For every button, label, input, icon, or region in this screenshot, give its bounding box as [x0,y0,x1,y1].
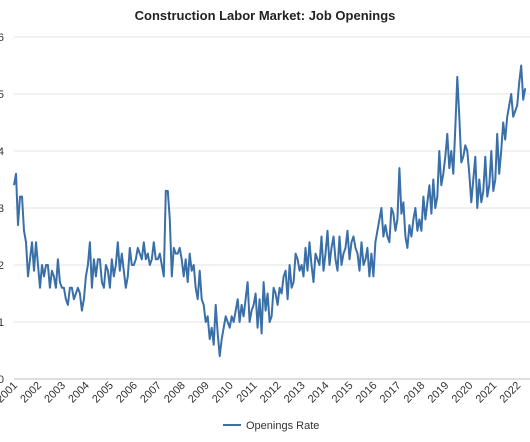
y-tick-label: 3 [0,203,4,215]
y-tick-label: 0 [0,374,4,386]
x-tick-label: 2007 [138,380,164,406]
x-tick-label: 2016 [354,380,380,406]
x-tick-label: 2008 [162,380,188,406]
x-tick-label: 2003 [42,380,68,406]
y-tick-label: 5 [0,89,4,101]
x-tick-label: 2014 [306,380,332,406]
x-tick-label: 2010 [210,380,236,406]
y-tick-label: 4 [0,146,4,158]
x-tick-label: 2002 [18,380,44,406]
legend-label: Openings Rate [246,420,319,432]
x-tick-label: 2006 [114,380,140,406]
y-tick-label: 2 [0,260,4,272]
x-tick-label: 2005 [90,380,116,406]
gridlines [14,36,530,380]
x-tick-label: 2019 [426,380,452,406]
x-tick-label: 2020 [450,380,476,406]
x-tick-label: 2015 [330,380,356,406]
legend: Openings Rate [223,420,319,432]
y-tick-label: 1 [0,317,4,329]
x-tick-label: 2017 [378,380,404,406]
x-axis: 2001200220032004200520062007200820092010… [0,380,523,406]
chart-title: Construction Labor Market: Job Openings [135,8,396,23]
x-tick-label: 2004 [66,380,92,406]
x-tick-label: 2018 [402,380,428,406]
y-axis: 0 1 2 3 4 5 6 [0,32,4,386]
x-tick-label: 2013 [282,380,308,406]
x-tick-label: 2012 [258,380,284,406]
x-tick-label: 2009 [186,380,212,406]
x-tick-label: 2022 [498,380,524,406]
x-tick-label: 2021 [474,380,500,406]
y-tick-label: 6 [0,32,4,44]
series-line-openings-rate [13,64,527,358]
x-tick-label: 2011 [235,380,260,405]
